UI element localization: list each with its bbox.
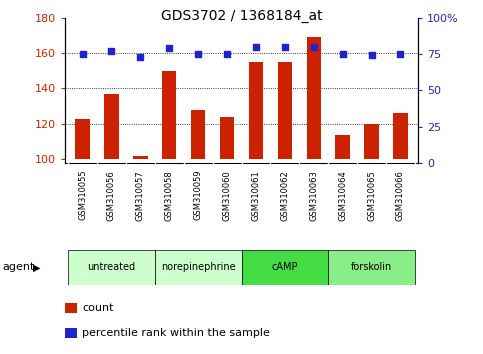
Bar [307, 37, 321, 159]
Point [252, 44, 260, 50]
Bar [249, 62, 263, 159]
Text: GSM310055: GSM310055 [78, 170, 87, 221]
Bar [68, 250, 155, 285]
Bar [191, 110, 205, 159]
Point [281, 44, 289, 50]
Text: count: count [82, 303, 114, 313]
Text: untreated: untreated [87, 262, 136, 272]
Text: GSM310065: GSM310065 [367, 170, 376, 221]
Bar [364, 124, 379, 159]
Point [194, 51, 202, 57]
Bar [328, 250, 415, 285]
Text: GSM310064: GSM310064 [338, 170, 347, 221]
Text: GSM310063: GSM310063 [309, 170, 318, 221]
Text: GSM310066: GSM310066 [396, 170, 405, 221]
Text: cAMP: cAMP [271, 262, 298, 272]
Bar [220, 117, 234, 159]
Bar [242, 250, 328, 285]
Text: GSM310058: GSM310058 [165, 170, 174, 221]
Text: forskolin: forskolin [351, 262, 392, 272]
Text: GDS3702 / 1368184_at: GDS3702 / 1368184_at [161, 9, 322, 23]
Text: GSM310056: GSM310056 [107, 170, 116, 221]
Point [310, 44, 318, 50]
Point [137, 54, 144, 60]
Bar [278, 62, 292, 159]
Bar [162, 71, 176, 159]
Bar [393, 113, 408, 159]
Text: GSM310062: GSM310062 [280, 170, 289, 221]
Bar [75, 119, 90, 159]
Bar [335, 135, 350, 159]
Text: GSM310060: GSM310060 [223, 170, 231, 221]
Point [165, 45, 173, 51]
Bar [155, 250, 242, 285]
Bar [133, 156, 148, 159]
Point [368, 53, 375, 58]
Text: percentile rank within the sample: percentile rank within the sample [82, 328, 270, 338]
Point [397, 51, 404, 57]
Text: GSM310057: GSM310057 [136, 170, 145, 221]
Bar [104, 94, 119, 159]
Text: GSM310061: GSM310061 [252, 170, 260, 221]
Point [79, 51, 86, 57]
Point [223, 51, 231, 57]
Text: GSM310059: GSM310059 [194, 170, 203, 221]
Text: ▶: ▶ [33, 262, 41, 272]
Text: norepinephrine: norepinephrine [161, 262, 235, 272]
Point [339, 51, 346, 57]
Point [108, 48, 115, 54]
Text: agent: agent [2, 262, 35, 272]
